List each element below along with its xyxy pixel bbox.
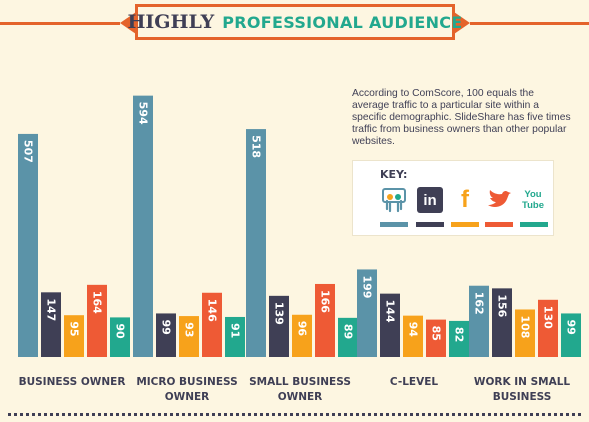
data-label-g4-s1: 156 <box>496 294 509 317</box>
bar-g0-s1 <box>41 292 61 357</box>
facebook-glyph: f <box>461 186 469 213</box>
data-label-g4-s4: 99 <box>565 319 578 334</box>
bar-g4-s2 <box>515 309 535 357</box>
data-label-g2-s2: 96 <box>296 321 309 337</box>
data-label-g4-s3: 130 <box>542 306 555 329</box>
legend-box: KEY: in f You Tube <box>352 160 554 236</box>
title-professional-audience: PROFESSIONAL AUDIENCE <box>222 12 463 32</box>
header-rule-left <box>0 22 120 25</box>
bar-g1-s0 <box>133 95 153 357</box>
twitter-icon <box>488 190 511 207</box>
category-label-small-business-owner: SMALL BUSINESS OWNER <box>249 376 351 403</box>
bottom-dotted-rule <box>8 413 581 416</box>
bar-g0-s2 <box>64 315 84 357</box>
data-label-g0-s4: 90 <box>114 323 127 339</box>
linkedin-icon: in <box>417 187 443 213</box>
bar-g0-s4 <box>110 317 130 357</box>
bar-g2-s3 <box>315 283 335 357</box>
bar-g2-s2 <box>292 314 312 357</box>
youtube-glyph: You Tube <box>522 189 544 211</box>
data-label-g1-s0: 594 <box>137 102 150 125</box>
legend-swatch-youtube <box>520 222 548 227</box>
legend-swatch-facebook <box>451 222 479 227</box>
data-label-g2-s1: 139 <box>273 302 286 325</box>
bar-g3-s1 <box>380 293 400 357</box>
header-rule-right <box>470 22 589 25</box>
bar-g0-s3 <box>87 284 107 357</box>
bar-g3-s0 <box>357 269 377 357</box>
bar-g1-s2 <box>179 316 199 357</box>
bar-g2-s1 <box>269 295 289 357</box>
bar-g2-s0 <box>246 129 266 357</box>
data-label-g3-s2: 94 <box>407 322 420 338</box>
linkedin-glyph: in <box>423 191 437 209</box>
title-highly: HIGHLY <box>127 11 215 33</box>
data-label-g1-s3: 146 <box>206 299 219 322</box>
bar-g3-s2 <box>403 315 423 357</box>
youtube-icon: You Tube <box>519 187 547 213</box>
bar-g1-s1 <box>156 313 176 357</box>
data-label-g2-s0: 518 <box>250 135 263 158</box>
data-label-g0-s1: 147 <box>45 298 58 321</box>
bar-g1-s4 <box>225 316 245 357</box>
data-label-g2-s4: 89 <box>342 324 355 339</box>
data-label-g3-s4: 82 <box>453 327 466 342</box>
data-label-g1-s4: 91 <box>229 323 242 338</box>
data-label-g1-s1: 99 <box>160 319 173 334</box>
category-label-micro-business-owner: MICRO BUSINESS OWNER <box>136 376 238 403</box>
bar-g1-s3 <box>202 292 222 357</box>
category-label-business-owner: BUSINESS OWNER <box>18 376 126 388</box>
slideshare-icon <box>382 188 406 213</box>
data-label-g4-s2: 108 <box>519 315 532 338</box>
title-banner: HIGHLY PROFESSIONAL AUDIENCE <box>127 4 462 40</box>
data-label-g0-s3: 164 <box>91 291 104 314</box>
bar-g0-s0 <box>18 133 38 357</box>
data-label-g3-s1: 144 <box>384 300 397 323</box>
data-label-g0-s0: 507 <box>22 140 35 163</box>
data-label-g1-s2: 93 <box>183 322 196 337</box>
data-label-g0-s2: 95 <box>68 321 81 336</box>
legend-swatch-linkedin <box>416 222 444 227</box>
bar-g4-s0 <box>469 285 489 357</box>
data-label-g4-s0: 162 <box>473 292 486 315</box>
data-label-g3-s0: 199 <box>361 275 374 298</box>
bar-g4-s4 <box>561 313 581 357</box>
category-label-c-level: C-LEVEL <box>389 376 439 388</box>
description-text: According to ComScore, 100 equals the av… <box>352 88 571 147</box>
bar-g3-s4 <box>449 320 469 357</box>
bar-g2-s4 <box>338 317 358 357</box>
facebook-icon: f <box>452 186 478 213</box>
bar-g4-s3 <box>538 299 558 357</box>
category-label-work-in-small-business: WORK IN SMALL BUSINESS <box>473 376 571 403</box>
data-label-g3-s3: 85 <box>430 326 443 341</box>
bar-g4-s1 <box>492 288 512 357</box>
legend-swatch-slideshare <box>380 222 408 227</box>
legend-swatch-twitter <box>485 222 513 227</box>
bar-g3-s3 <box>426 319 446 357</box>
data-label-g2-s3: 166 <box>319 290 332 313</box>
legend-title: KEY: <box>380 168 408 181</box>
